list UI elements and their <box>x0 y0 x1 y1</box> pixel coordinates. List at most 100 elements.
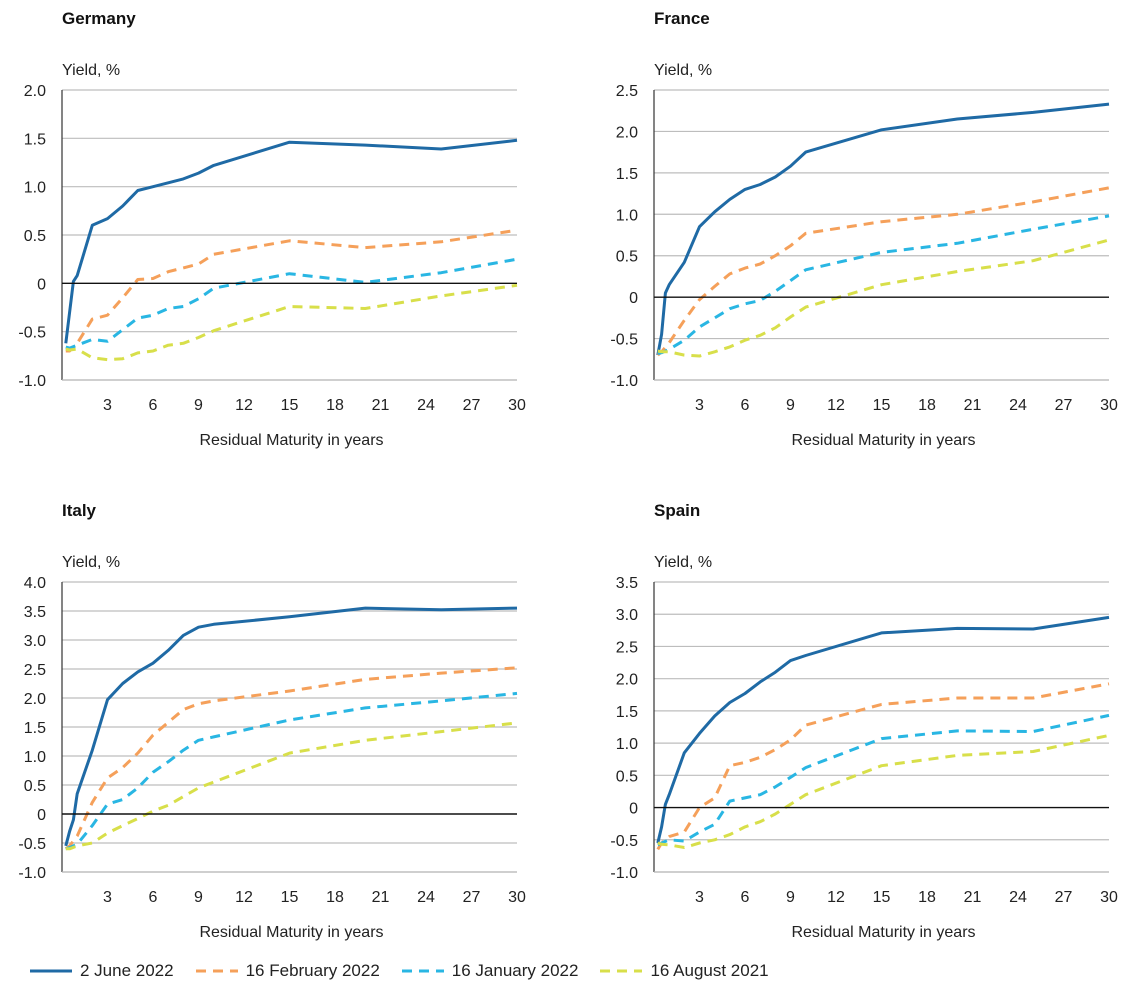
legend-item: 2 June 2022 <box>30 961 174 981</box>
series-line <box>657 713 1110 847</box>
series-line <box>65 228 518 353</box>
chart-svg: Germany Yield, % -1.0 -0.5 0 0.5 1.0 1.5 2.0 3 6 9 1… <box>18 9 526 449</box>
series-line <box>657 238 1110 358</box>
series-line <box>657 733 1110 849</box>
y-tick-label: 1.5 <box>24 720 46 737</box>
y-axis-label: Yield, % <box>654 62 712 79</box>
y-tick-label: 2.0 <box>24 83 46 100</box>
x-tick-label: 27 <box>1055 397 1073 414</box>
x-tick-label: 15 <box>281 889 299 906</box>
y-tick-label: 1.0 <box>24 180 46 197</box>
legend-swatch <box>401 969 444 973</box>
series-line <box>657 214 1110 355</box>
y-tick-label: 0.5 <box>616 768 638 785</box>
y-tick-label: 2.0 <box>616 124 638 141</box>
x-axis-label: Residual Maturity in years <box>791 924 975 941</box>
chart-title: Spain <box>654 501 700 520</box>
x-tick-label: 24 <box>1009 397 1027 414</box>
x-tick-label: 24 <box>417 397 435 414</box>
y-tick-label: 0.5 <box>24 778 46 795</box>
y-tick-label: -0.5 <box>610 332 638 349</box>
chart-title: Italy <box>62 501 97 520</box>
x-tick-label: 9 <box>786 397 795 414</box>
y-tick-label: -1.0 <box>18 865 46 882</box>
legend-label: 16 August 2021 <box>650 961 769 980</box>
x-tick-label: 12 <box>827 889 845 906</box>
x-tick-label: 30 <box>508 889 526 906</box>
x-tick-label: 9 <box>194 397 203 414</box>
legend-label: 16 February 2022 <box>245 961 380 980</box>
y-tick-label: -1.0 <box>610 373 638 390</box>
series-line <box>64 606 518 847</box>
x-tick-label: 21 <box>964 889 982 906</box>
y-tick-label: -0.5 <box>18 836 46 853</box>
chart-panel-4: Spain Yield, % -1.0 -0.5 0 0.5 1.0 1.5 2.0 2.5 3.0… <box>592 492 1125 984</box>
y-tick-label: 3.0 <box>24 633 46 650</box>
chart-title: Germany <box>62 9 136 28</box>
x-tick-label: 27 <box>1055 889 1073 906</box>
series-line <box>656 615 1110 844</box>
series-line <box>65 721 518 851</box>
y-tick-label: 2.5 <box>24 662 46 679</box>
chart-panel-3: Italy Yield, % -1.0 -0.5 0 0.5 1.0 1.5 2.0 2.5 3.0… <box>0 492 533 984</box>
x-tick-label: 15 <box>281 397 299 414</box>
y-tick-label: 0.5 <box>616 249 638 266</box>
x-tick-label: 30 <box>1100 397 1118 414</box>
y-tick-label: 2.5 <box>616 83 638 100</box>
chart-title: France <box>654 9 710 28</box>
chart-svg: France Yield, % -1.0 -0.5 0 0.5 1.0 1.5 2.0 2.5 3 6… <box>610 9 1118 449</box>
legend-label: 2 June 2022 <box>80 961 174 980</box>
x-tick-label: 6 <box>741 397 750 414</box>
x-tick-label: 27 <box>463 397 481 414</box>
x-tick-label: 6 <box>149 889 158 906</box>
y-axis-label: Yield, % <box>62 62 120 79</box>
x-tick-label: 9 <box>194 889 203 906</box>
x-tick-label: 21 <box>372 889 390 906</box>
y-tick-label: 1.5 <box>616 704 638 721</box>
x-tick-label: 30 <box>1100 889 1118 906</box>
x-tick-label: 21 <box>964 397 982 414</box>
y-tick-label: -1.0 <box>18 373 46 390</box>
x-tick-label: 18 <box>918 889 936 906</box>
x-tick-label: 15 <box>873 889 891 906</box>
x-tick-label: 12 <box>827 397 845 414</box>
y-axis-label: Yield, % <box>654 554 712 571</box>
legend-swatch <box>195 969 238 973</box>
x-tick-label: 27 <box>463 889 481 906</box>
x-tick-label: 6 <box>149 397 158 414</box>
chart-panel-2: France Yield, % -1.0 -0.5 0 0.5 1.0 1.5 2.0 2.5 3 6… <box>592 0 1125 492</box>
x-tick-label: 18 <box>326 397 344 414</box>
y-tick-label: 1.5 <box>616 166 638 183</box>
series-line <box>65 257 518 350</box>
x-tick-label: 9 <box>786 889 795 906</box>
x-tick-label: 24 <box>417 889 435 906</box>
series-line <box>65 283 518 362</box>
x-tick-label: 18 <box>326 889 344 906</box>
x-tick-label: 21 <box>372 397 390 414</box>
y-tick-label: 2.0 <box>24 691 46 708</box>
legend-item: 16 January 2022 <box>401 961 578 981</box>
y-tick-label: 0 <box>37 807 46 824</box>
y-tick-label: 2.0 <box>616 672 638 689</box>
y-tick-label: -0.5 <box>18 325 46 342</box>
y-tick-label: -1.0 <box>610 865 638 882</box>
series-line <box>656 682 1110 851</box>
x-tick-label: 3 <box>695 397 704 414</box>
y-tick-label: 0 <box>37 276 46 293</box>
x-tick-label: 12 <box>235 397 253 414</box>
x-axis-label: Residual Maturity in years <box>791 432 975 449</box>
legend-swatch <box>600 969 643 973</box>
y-tick-label: 0 <box>629 290 638 307</box>
legend-swatch <box>30 969 72 973</box>
x-tick-label: 3 <box>103 889 112 906</box>
y-tick-label: 3.0 <box>616 607 638 624</box>
series-line <box>656 186 1110 357</box>
y-tick-label: -0.5 <box>610 833 638 850</box>
y-tick-label: 0.5 <box>24 228 46 245</box>
x-tick-label: 30 <box>508 397 526 414</box>
chart-svg: Italy Yield, % -1.0 -0.5 0 0.5 1.0 1.5 2.0 2.5 3.0… <box>18 501 526 941</box>
y-tick-label: 0 <box>629 801 638 818</box>
y-tick-label: 1.0 <box>616 207 638 224</box>
legend-item: 16 February 2022 <box>195 961 380 981</box>
chart-panel-1: Germany Yield, % -1.0 -0.5 0 0.5 1.0 1.5 2.0 3 6 9 1… <box>0 0 533 492</box>
